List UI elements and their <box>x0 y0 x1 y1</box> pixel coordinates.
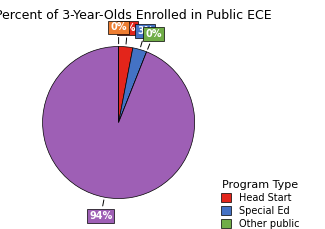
Text: 0%: 0% <box>111 22 127 44</box>
Wedge shape <box>119 46 133 123</box>
Text: 3%: 3% <box>137 26 153 47</box>
Text: Percent of 3-Year-Olds Enrolled in Public ECE: Percent of 3-Year-Olds Enrolled in Publi… <box>0 9 272 22</box>
Text: 0%: 0% <box>145 29 162 49</box>
Text: 94%: 94% <box>89 200 112 221</box>
Legend: Head Start, Special Ed, Other public, Other/None, Pre-K: Head Start, Special Ed, Other public, Ot… <box>218 177 302 229</box>
Wedge shape <box>43 46 195 199</box>
Text: 3%: 3% <box>119 23 136 44</box>
Wedge shape <box>119 52 147 123</box>
Wedge shape <box>119 48 147 123</box>
